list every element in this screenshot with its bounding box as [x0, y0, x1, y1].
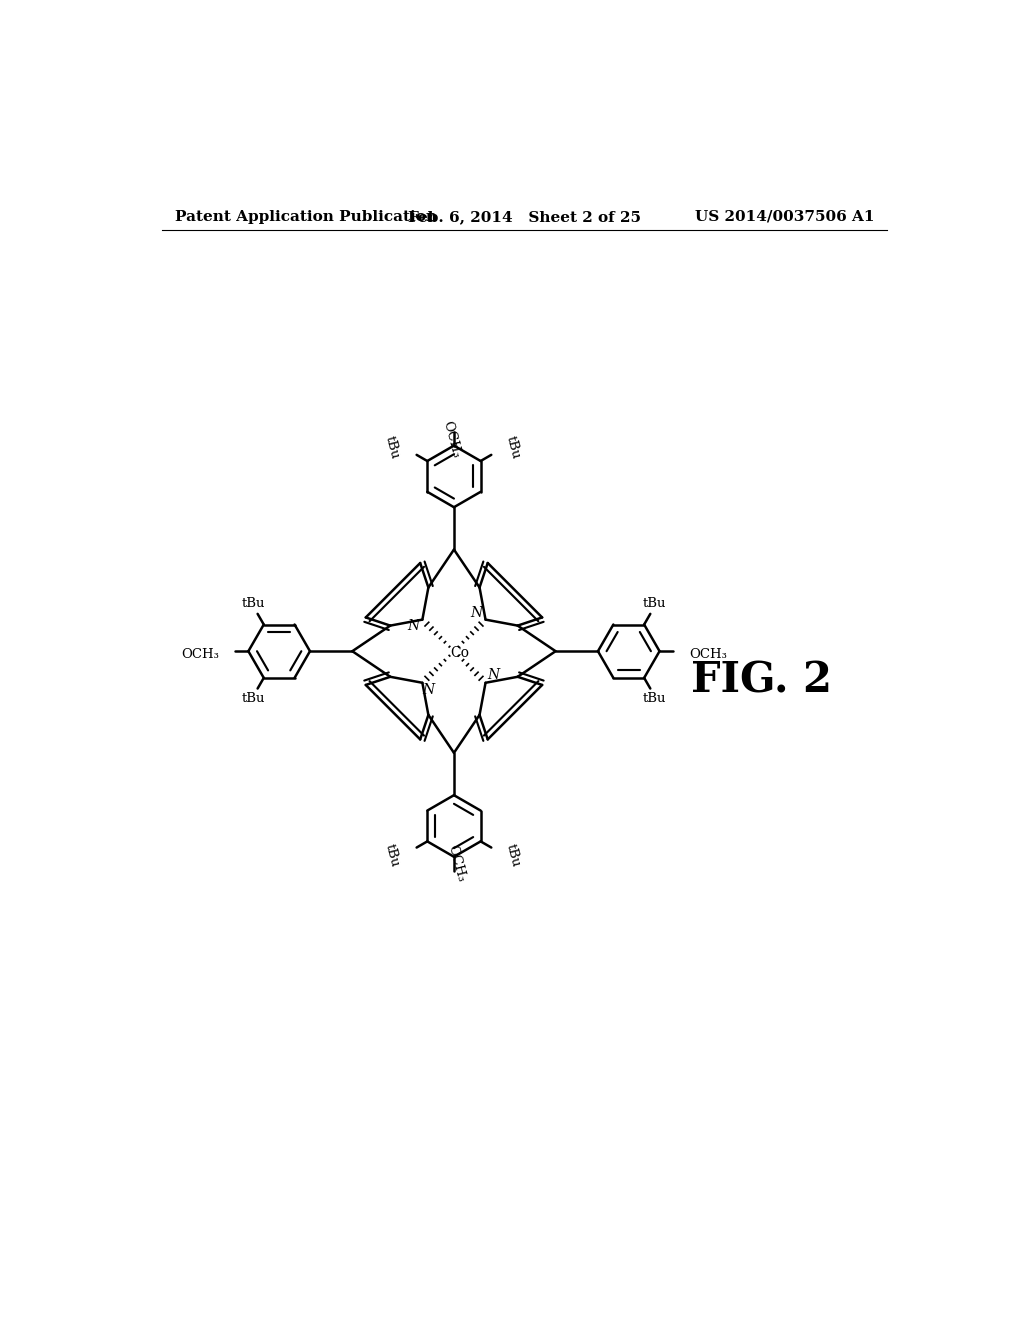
Text: OCH₃: OCH₃	[181, 648, 219, 661]
Text: N: N	[423, 684, 434, 697]
Text: Co: Co	[451, 645, 470, 660]
Text: Feb. 6, 2014   Sheet 2 of 25: Feb. 6, 2014 Sheet 2 of 25	[409, 210, 641, 224]
Text: tBu: tBu	[383, 434, 401, 461]
Text: US 2014/0037506 A1: US 2014/0037506 A1	[695, 210, 874, 224]
Text: tBu: tBu	[642, 693, 666, 705]
Text: N: N	[408, 619, 419, 632]
Text: N: N	[487, 668, 500, 682]
Text: OCH₃: OCH₃	[445, 843, 467, 883]
Text: tBu: tBu	[383, 842, 401, 869]
Text: OCH₃: OCH₃	[440, 420, 463, 459]
Text: FIG. 2: FIG. 2	[691, 660, 833, 701]
Text: tBu: tBu	[242, 693, 265, 705]
Text: OCH₃: OCH₃	[689, 648, 727, 661]
Text: tBu: tBu	[242, 597, 265, 610]
Text: tBu: tBu	[642, 597, 666, 610]
Text: Patent Application Publication: Patent Application Publication	[175, 210, 437, 224]
Text: N: N	[470, 606, 482, 620]
Text: tBu: tBu	[504, 842, 522, 869]
Text: tBu: tBu	[504, 434, 522, 461]
